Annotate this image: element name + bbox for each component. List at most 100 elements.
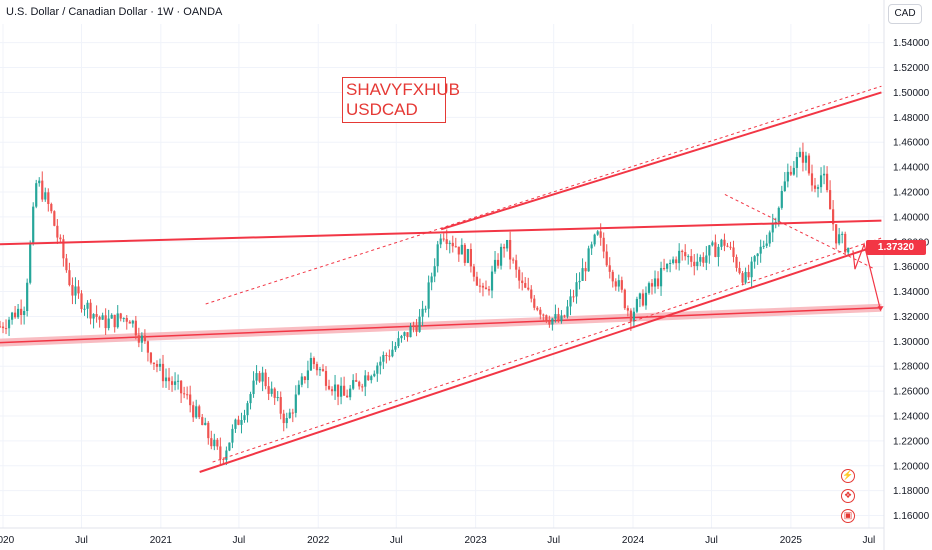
candle-body (472, 266, 476, 277)
candle-body (47, 192, 50, 205)
candle-body (186, 394, 189, 396)
trendline-drawings[interactable] (0, 85, 884, 473)
candle-body (161, 363, 165, 382)
candle-body (273, 388, 276, 398)
candle-body (487, 289, 491, 291)
candle-body (807, 155, 811, 174)
time-tick-label: Jul (863, 535, 876, 546)
symbol-title[interactable]: U.S. Dollar / Canadian Dollar · 1W · OAN… (6, 6, 223, 18)
candle-body (650, 283, 654, 287)
price-tick-label: 1.28000 (893, 362, 930, 373)
dashed-descending-line (724, 194, 876, 270)
candle-body (623, 289, 626, 309)
candle-body (101, 315, 104, 320)
candle-body (44, 192, 47, 200)
last-price-label: 1.37320 (866, 240, 926, 255)
candle-body (838, 234, 841, 244)
candle-body (626, 308, 629, 311)
currency-button[interactable]: CAD (888, 4, 922, 24)
candle-body (427, 282, 430, 309)
watermark-annotation[interactable]: SHAVYFXHUB USDCAD (342, 77, 460, 123)
candle-body (484, 287, 488, 290)
time-tick-label: Jul (705, 535, 718, 546)
candle-body (711, 242, 714, 246)
price-tick-label: 1.22000 (893, 436, 930, 447)
candle-body (436, 244, 439, 267)
candle-body (92, 314, 95, 319)
candle-body (587, 248, 590, 272)
candle-body (659, 268, 663, 287)
candle-body (798, 151, 802, 157)
candle-body (759, 246, 762, 254)
candle-body (744, 271, 747, 283)
candle-body (285, 417, 288, 424)
candle-body (113, 314, 116, 328)
candle-body (557, 314, 560, 322)
candle-body (358, 381, 361, 387)
candle-body (167, 377, 171, 382)
price-tick-label: 1.24000 (893, 412, 930, 423)
candle-body (439, 238, 442, 245)
candle-body (693, 261, 696, 267)
candle-body (176, 380, 180, 382)
candle-body (264, 372, 267, 387)
candle-body (20, 308, 23, 315)
price-tick-label: 1.44000 (893, 163, 930, 174)
candle-body (95, 314, 98, 317)
candle-body (270, 388, 273, 394)
canada-flag-icon[interactable]: ❖ (841, 489, 855, 503)
price-tick-label: 1.30000 (893, 337, 930, 348)
candle-body (653, 278, 657, 287)
candle-body (373, 373, 376, 377)
candle-body (50, 204, 53, 212)
candle-body (813, 185, 817, 189)
candle-body (352, 380, 355, 389)
candle-body (7, 319, 11, 329)
candle-body (599, 231, 602, 238)
candle-body (367, 375, 370, 381)
candle-body (330, 389, 334, 392)
candle-body (844, 233, 847, 253)
candle-body (708, 245, 711, 256)
price-tick-label: 1.46000 (893, 138, 930, 149)
candle-body (490, 271, 494, 291)
time-axis[interactable]: 2020 Jul 2021 Jul 2022 Jul 2023 Jul 2024 Jul 2025 J… (0, 535, 875, 546)
time-tick-label: 2021 (150, 535, 173, 546)
candle-body (536, 307, 539, 310)
candle-body (80, 293, 83, 310)
price-axis[interactable]: 1.16000 1.18000 1.20000 1.22000 1.24000 1.260… (893, 38, 930, 522)
candle-body (391, 349, 394, 357)
candle-body (173, 381, 177, 385)
candle-body (68, 270, 71, 286)
candle-body (735, 256, 738, 268)
candle-body (548, 321, 551, 325)
candle-body (506, 239, 509, 249)
candle-body (56, 225, 59, 238)
us-flag-icon[interactable]: ▣ (841, 509, 855, 523)
candle-body (370, 376, 373, 381)
candle-body (786, 171, 789, 182)
lightning-icon[interactable]: ⚡ (841, 469, 855, 483)
candle-body (216, 439, 219, 447)
candle-body (339, 385, 343, 397)
candle-body (638, 293, 642, 299)
candle-body (306, 370, 309, 381)
candle-body (774, 221, 777, 223)
candle-body (554, 314, 557, 319)
time-tick-label: 2025 (780, 535, 803, 546)
candle-body (533, 298, 536, 308)
candle-body (10, 312, 14, 320)
candle-body (312, 358, 316, 365)
candle-body (762, 245, 765, 247)
candle-body (460, 244, 463, 255)
candle-body (195, 406, 198, 418)
candle-body (702, 257, 705, 263)
candle-body (294, 394, 297, 413)
candle-body (261, 372, 264, 382)
candle-body (418, 316, 421, 332)
candle-body (355, 380, 358, 382)
candle-body (469, 249, 472, 267)
candle-body (164, 377, 168, 382)
candle-body (110, 314, 113, 319)
